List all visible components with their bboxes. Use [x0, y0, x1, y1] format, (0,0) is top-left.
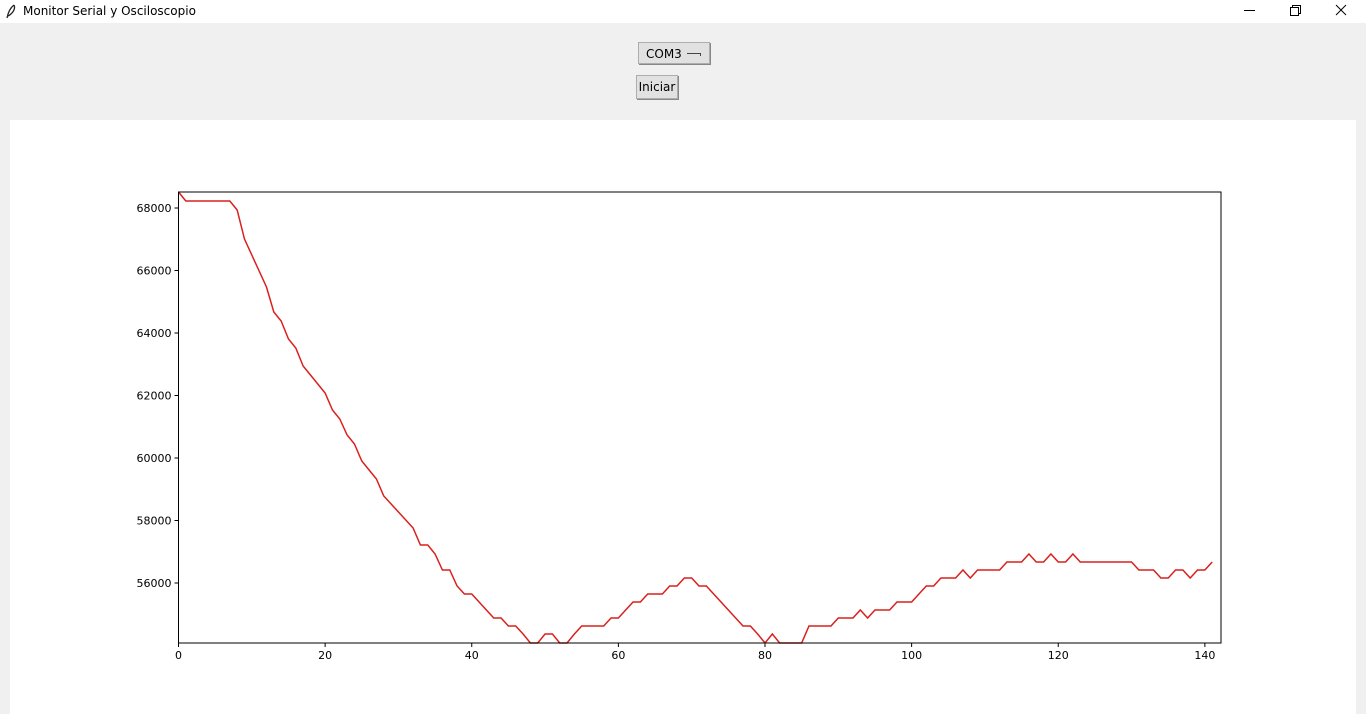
- app-icon: [6, 4, 16, 19]
- x-tick-label: 20: [318, 649, 332, 662]
- y-tick-label: 66000: [137, 265, 172, 278]
- window-controls: [1244, 4, 1347, 16]
- chart-background: [10, 120, 1356, 714]
- close-button[interactable]: [1335, 4, 1347, 16]
- restore-button[interactable]: [1290, 5, 1301, 16]
- x-tick-label: 140: [1194, 649, 1215, 662]
- y-tick-label: 64000: [137, 327, 172, 340]
- x-tick-label: 100: [901, 649, 922, 662]
- plot-frame: [178, 191, 1222, 644]
- x-tick-label: 80: [758, 649, 772, 662]
- start-button[interactable]: Iniciar: [636, 75, 678, 99]
- y-tick-label: 68000: [137, 202, 172, 215]
- x-tick-label: 40: [465, 649, 479, 662]
- port-dropdown[interactable]: COM3: [638, 42, 710, 64]
- y-tick-label: 60000: [137, 452, 172, 465]
- x-tick-label: 0: [175, 649, 182, 662]
- y-tick-label: 56000: [137, 577, 172, 590]
- y-tick-label: 58000: [137, 515, 172, 528]
- x-tick-label: 60: [611, 649, 625, 662]
- y-tick-label: 62000: [137, 390, 172, 403]
- title-bar: Monitor Serial y Osciloscopio: [0, 0, 1366, 23]
- window-title: Monitor Serial y Osciloscopio: [23, 4, 196, 18]
- port-label: COM3: [646, 47, 682, 61]
- x-tick-label: 120: [1048, 649, 1069, 662]
- data-line: [178, 191, 1213, 644]
- chart: 56000 58000 60000 62000 64000 66000 68000 0 20 40…: [10, 120, 1356, 714]
